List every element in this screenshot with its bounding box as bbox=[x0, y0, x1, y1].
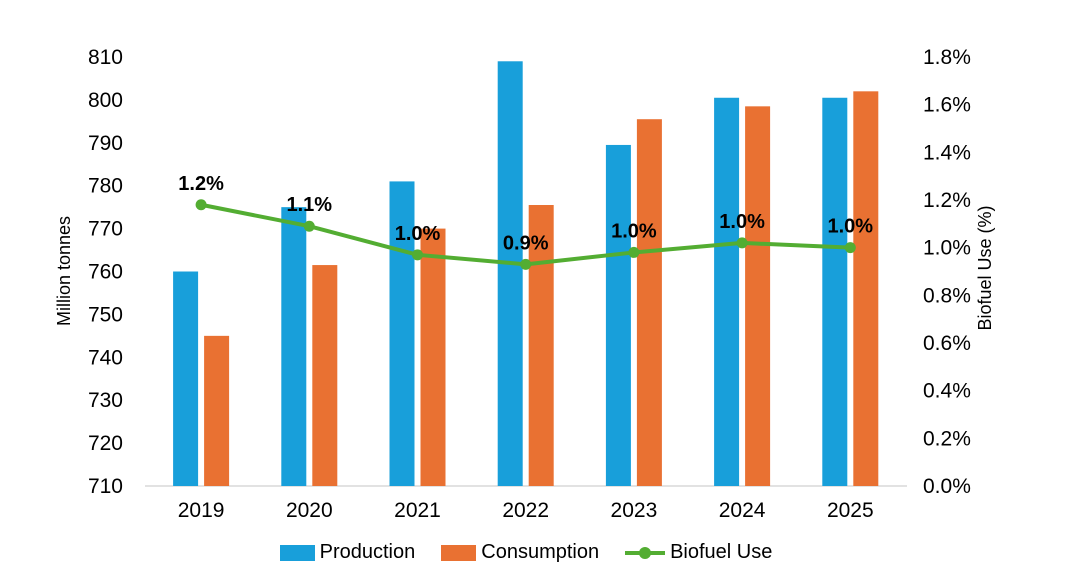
x-axis-label-2019: 2019 bbox=[178, 499, 225, 522]
left-axis-tick-750: 750 bbox=[88, 303, 123, 326]
legend-label-consumption: Consumption bbox=[481, 541, 600, 563]
legend-dot-marker-biofuel-use bbox=[639, 546, 652, 559]
point-biofuel-use-2020 bbox=[303, 220, 315, 232]
point-biofuel-use-2022 bbox=[520, 258, 532, 270]
right-axis-tick-0.2%: 0.2% bbox=[923, 427, 971, 450]
point-label-biofuel-2025: 1.0% bbox=[828, 216, 874, 238]
legend-swatch-production bbox=[279, 544, 315, 561]
bar-production-2020 bbox=[281, 207, 307, 486]
bar-production-2022 bbox=[497, 61, 523, 486]
x-axis-label-2021: 2021 bbox=[394, 499, 441, 522]
right-axis-tick-0.8%: 0.8% bbox=[923, 284, 971, 307]
bar-consumption-2024 bbox=[745, 106, 771, 487]
left-axis-tick-740: 740 bbox=[88, 346, 123, 369]
left-axis-tick-760: 760 bbox=[88, 261, 123, 284]
right-axis-tick-1.2%: 1.2% bbox=[923, 189, 971, 212]
point-biofuel-use-2019 bbox=[195, 199, 207, 211]
legend-label-biofuel-use: Biofuel Use bbox=[670, 541, 773, 563]
right-axis-tick-0.6%: 0.6% bbox=[923, 332, 971, 355]
point-biofuel-use-2023 bbox=[628, 246, 640, 258]
bar-production-2019 bbox=[173, 271, 199, 486]
legend-label-production: Production bbox=[319, 541, 416, 563]
left-axis-tick-780: 780 bbox=[88, 175, 123, 198]
point-label-biofuel-2022: 0.9% bbox=[503, 232, 549, 254]
bar-consumption-2025 bbox=[853, 91, 879, 486]
right-axis-tick-0.4%: 0.4% bbox=[923, 380, 971, 403]
right-axis-tick-0.0%: 0.0% bbox=[923, 475, 971, 498]
right-axis-tick-1.4%: 1.4% bbox=[923, 141, 971, 164]
point-biofuel-use-2021 bbox=[412, 249, 423, 261]
bar-consumption-2022 bbox=[528, 205, 554, 486]
point-biofuel-use-2024 bbox=[736, 237, 748, 249]
legend-swatch-consumption bbox=[441, 544, 477, 561]
bar-consumption-2020 bbox=[312, 265, 338, 486]
point-label-biofuel-2019: 1.2% bbox=[178, 173, 224, 195]
x-axis-label-2020: 2020 bbox=[286, 499, 333, 522]
legend-item-biofuel-use: Biofuel Use bbox=[625, 541, 772, 564]
left-axis-tick-770: 770 bbox=[88, 218, 123, 241]
legend-item-production: Production bbox=[279, 541, 416, 564]
point-label-biofuel-2020: 1.1% bbox=[287, 194, 333, 216]
x-axis-label-2024: 2024 bbox=[719, 499, 766, 522]
bar-production-2021 bbox=[389, 181, 415, 486]
bar-production-2025 bbox=[822, 97, 848, 486]
bar-consumption-2019 bbox=[204, 335, 230, 486]
bar-consumption-2021 bbox=[420, 228, 446, 486]
x-axis-label-2025: 2025 bbox=[827, 499, 874, 522]
right-axis-tick-1.6%: 1.6% bbox=[923, 94, 971, 117]
legend: Production Consumption Biofuel Use bbox=[145, 541, 907, 564]
right-axis-title: Biofuel Use (%) bbox=[975, 205, 995, 330]
left-axis-tick-800: 800 bbox=[88, 89, 123, 112]
bar-consumption-2023 bbox=[636, 119, 662, 486]
right-axis-tick-1.0%: 1.0% bbox=[923, 237, 971, 260]
left-axis-tick-720: 720 bbox=[88, 432, 123, 455]
point-label-biofuel-2023: 1.0% bbox=[611, 220, 657, 242]
left-axis-tick-790: 790 bbox=[88, 132, 123, 155]
point-label-biofuel-2021: 1.0% bbox=[395, 223, 441, 245]
bar-production-2024 bbox=[714, 97, 740, 486]
left-axis-tick-810: 810 bbox=[88, 46, 123, 69]
point-label-biofuel-2024: 1.0% bbox=[719, 211, 765, 233]
left-axis-title: Million tonnes bbox=[54, 216, 74, 326]
legend-line-marker-biofuel-use bbox=[625, 546, 666, 559]
x-axis-label-2023: 2023 bbox=[611, 499, 658, 522]
point-biofuel-use-2025 bbox=[844, 242, 856, 254]
x-axis-label-2022: 2022 bbox=[502, 499, 549, 522]
bar-production-2023 bbox=[605, 144, 631, 486]
left-axis-tick-710: 710 bbox=[88, 475, 123, 498]
legend-item-consumption: Consumption bbox=[441, 541, 599, 564]
right-axis-tick-1.8%: 1.8% bbox=[923, 46, 971, 69]
left-axis-tick-730: 730 bbox=[88, 389, 123, 412]
